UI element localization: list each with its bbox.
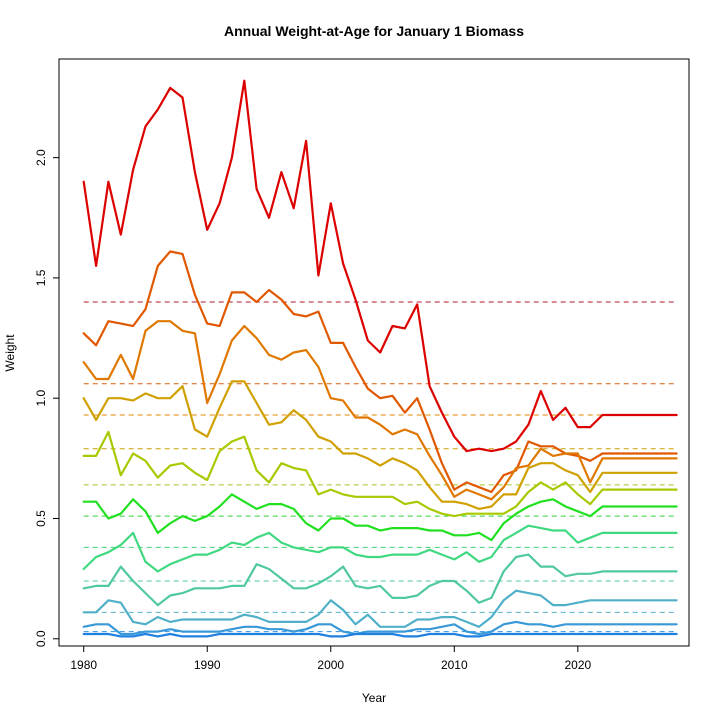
series-line-4: [82, 380, 678, 510]
x-tick-label: 2010: [441, 658, 468, 672]
chart-title: Annual Weight-at-Age for January 1 Bioma…: [224, 23, 524, 39]
x-tick-label: 2000: [317, 658, 344, 672]
y-tick-label: 0.0: [34, 630, 48, 647]
series-line-8: [82, 553, 678, 607]
x-tick-label: 1990: [194, 658, 221, 672]
series-line-3: [82, 320, 678, 501]
series-line-5: [82, 430, 678, 518]
x-axis-label: Year: [362, 691, 386, 705]
series-line-1: [82, 79, 678, 453]
y-tick-label: 0.5: [34, 510, 48, 527]
y-tick-label: 2.0: [34, 149, 48, 166]
x-tick-label: 2020: [564, 658, 591, 672]
y-tick-label: 1.0: [34, 390, 48, 407]
series-line-7: [82, 524, 678, 573]
x-tick-label: 1980: [70, 658, 97, 672]
series-line-6: [82, 493, 678, 542]
series-lines: [82, 79, 678, 638]
series-line-9: [82, 589, 678, 628]
x-axis: 1980 1990 2000 2010 2020: [70, 645, 591, 672]
y-tick-label: 1.5: [34, 269, 48, 286]
series-line-10: [82, 620, 678, 636]
series-line-11: [82, 632, 678, 638]
y-axis: 0.0 0.5 1.0 1.5 2.0: [34, 149, 60, 647]
series-line-2: [82, 250, 678, 494]
y-axis-label: Weight: [3, 334, 17, 372]
